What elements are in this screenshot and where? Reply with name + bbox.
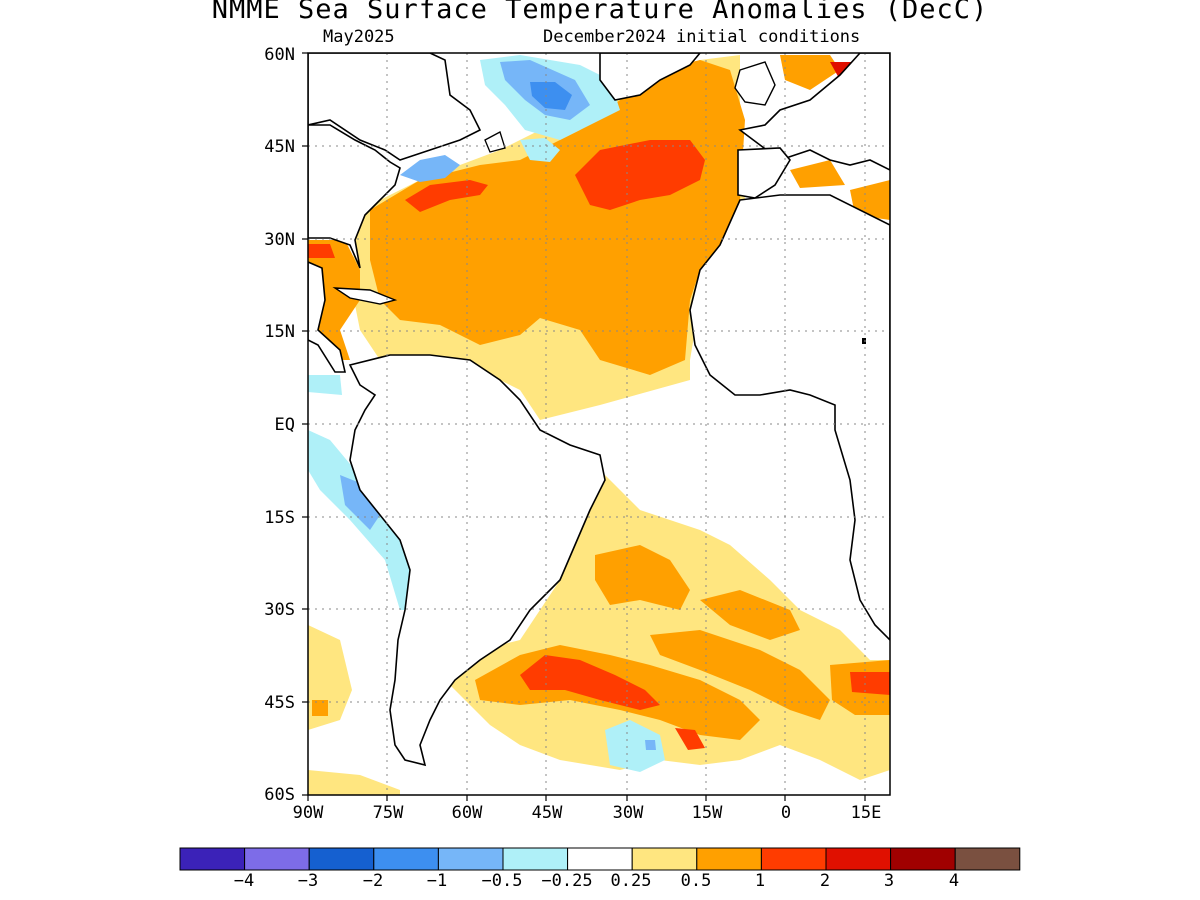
colorbar-swatch-7 [631, 847, 698, 871]
colorbar-swatch-10 [825, 847, 892, 871]
land-cuba [332, 287, 398, 305]
axis-ticks [302, 52, 866, 801]
anomaly-sa-cyan [605, 720, 665, 772]
lat-label-45s: 45S [264, 693, 295, 713]
colorbar [179, 847, 1021, 871]
colorbar-swatch-3 [373, 847, 439, 871]
anomaly-med-orange [790, 160, 845, 188]
land-central-america [308, 261, 347, 373]
colorbar-swatch-2 [308, 847, 375, 871]
lon-label-0: 0 [780, 803, 792, 823]
colorbar-swatch-11 [890, 847, 956, 871]
lat-label-60s: 60S [264, 785, 295, 805]
colorbar-swatch-5 [502, 847, 569, 871]
anomaly-sa-blue [645, 740, 656, 750]
anomaly-sa-orange-2 [700, 590, 800, 640]
map-title: NMME Sea Surface Temperature Anomalies (… [211, 0, 989, 25]
anomaly-s-orange [312, 700, 328, 716]
lat-label-30s: 30S [264, 600, 295, 620]
colorbar-label-2: −2 [362, 871, 384, 891]
colorbar-label-5: −0.25 [541, 871, 593, 891]
anomaly-s-yellow [308, 770, 400, 795]
anomaly-newfoundland-cool [400, 155, 460, 182]
lon-label-15w: 15W [691, 803, 723, 823]
lat-label-15n: 15N [264, 322, 295, 342]
lon-label-30w: 30W [612, 803, 644, 823]
land-newfoundland [484, 131, 506, 153]
land-canary [862, 338, 866, 344]
anomaly-na-red-1 [575, 140, 705, 210]
anomaly-pacific-cyan-2 [308, 375, 342, 395]
land-uk [734, 61, 776, 106]
colorbar-swatch-4 [437, 847, 504, 871]
lon-label-15e: 15E [850, 803, 882, 823]
anomaly-pacific-blue [340, 475, 380, 530]
colorbar-swatch-9 [760, 847, 827, 871]
lon-label-45w: 45W [531, 803, 563, 823]
colorbar-label-1: −3 [297, 871, 319, 891]
anomaly-gulf-red [308, 244, 335, 258]
land-south-america [348, 354, 606, 767]
land-iberia [737, 147, 791, 199]
forecast-month: May2025 [323, 27, 395, 47]
anomaly-sa-red-3 [850, 672, 890, 695]
colorbar-swatch-12 [954, 847, 1021, 871]
anomaly-na-orange [370, 60, 745, 375]
anomaly-labrador-deep-blue [530, 82, 572, 110]
anomaly-newfoundland-cool-2 [520, 138, 560, 162]
colorbar-swatch-0 [179, 847, 246, 871]
land-africa [689, 194, 890, 642]
anomaly-ne-orange [780, 55, 840, 90]
anomaly-sa-red-2 [675, 728, 705, 750]
colorbar-label-7: 0.5 [680, 871, 712, 891]
colorbar-label-3: −1 [426, 871, 448, 891]
land-us-east [308, 124, 401, 269]
colorbar-swatch-1 [244, 847, 310, 871]
anomaly-sa-red-1 [520, 655, 660, 710]
anomaly-sa-orange-1 [595, 545, 690, 610]
land-greenland [599, 53, 702, 101]
land-north-america [308, 53, 482, 161]
lat-label-30n: 30N [264, 230, 295, 250]
lat-label-eq: EQ [274, 415, 295, 435]
colorbar-label-0: −4 [233, 871, 255, 891]
land-europe [738, 53, 890, 171]
lon-label-75w: 75W [372, 803, 404, 823]
colorbar-label-8: 1 [754, 871, 766, 891]
initial-conditions: December2024 initial conditions [543, 27, 861, 47]
lon-label-90w: 90W [292, 803, 324, 823]
colorbar-label-10: 3 [883, 871, 895, 891]
colorbar-swatch-8 [696, 847, 762, 871]
lat-label-15s: 15S [264, 508, 295, 528]
colorbar-label-9: 2 [819, 871, 831, 891]
lon-label-60w: 60W [451, 803, 483, 823]
colorbar-label-6: 0.25 [610, 871, 652, 891]
lat-label-45n: 45N [264, 137, 295, 157]
lat-label-60n: 60N [264, 45, 295, 65]
grid-lines [308, 53, 890, 795]
colorbar-label-4: −0.5 [481, 871, 523, 891]
colorbar-swatch-6 [567, 847, 633, 871]
colorbar-label-11: 4 [948, 871, 960, 891]
